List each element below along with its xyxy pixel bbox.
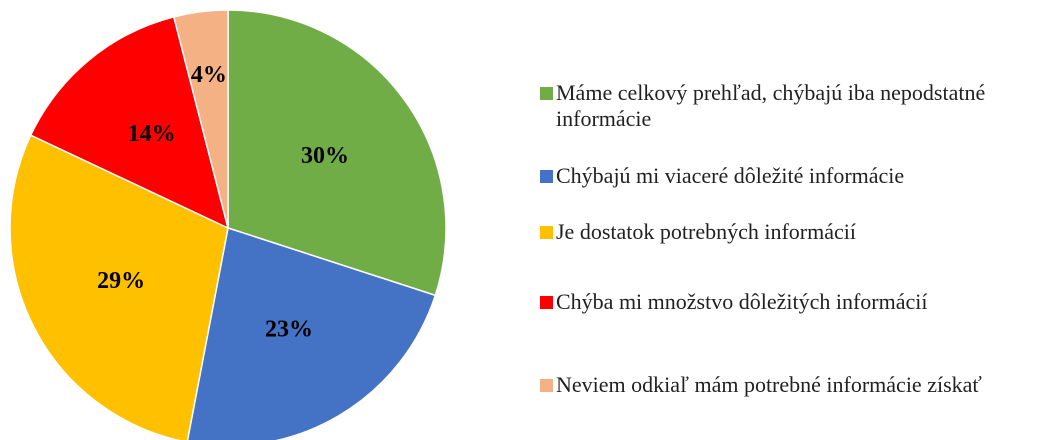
legend-swatch xyxy=(540,87,553,100)
pie-slice xyxy=(29,15,230,230)
legend-swatch xyxy=(540,226,553,239)
legend-label: Neviem odkiaľ mám potrebné informácie zí… xyxy=(556,372,982,397)
legend-item: Neviem odkiaľ mám potrebné informácie zí… xyxy=(540,372,1040,398)
legend-item: Chýbajú mi viaceré dôležité informácie xyxy=(540,163,1040,189)
pie-slice xyxy=(172,9,229,229)
legend-swatch xyxy=(540,379,553,392)
legend-label: Máme celkový prehľad, chýbajú iba nepods… xyxy=(556,80,986,131)
legend-item: Chýba mi množstvo dôležitých informácií xyxy=(540,289,1040,315)
legend-swatch xyxy=(540,296,553,309)
pie-slice xyxy=(186,227,437,440)
chart: 30% 23% 29% 14% 4% xyxy=(9,9,447,440)
legend-item: Je dostatok potrebných informácií xyxy=(540,219,1040,245)
legend-label: Je dostatok potrebných informácií xyxy=(556,219,856,244)
legend-label: Chýbajú mi viaceré dôležité informácie xyxy=(556,163,905,188)
legend-item: Máme celkový prehľad, chýbajú iba nepods… xyxy=(540,80,1040,132)
pie-slice xyxy=(9,134,229,440)
legend-swatch xyxy=(540,170,553,183)
data-label: 29% xyxy=(97,268,145,294)
data-label: 4% xyxy=(191,62,227,88)
legend-label: Chýba mi množstvo dôležitých informácií xyxy=(556,289,928,314)
pie-slice xyxy=(227,9,447,297)
data-label: 14% xyxy=(128,121,176,147)
data-label: 23% xyxy=(265,317,313,343)
data-label: 30% xyxy=(301,143,349,169)
